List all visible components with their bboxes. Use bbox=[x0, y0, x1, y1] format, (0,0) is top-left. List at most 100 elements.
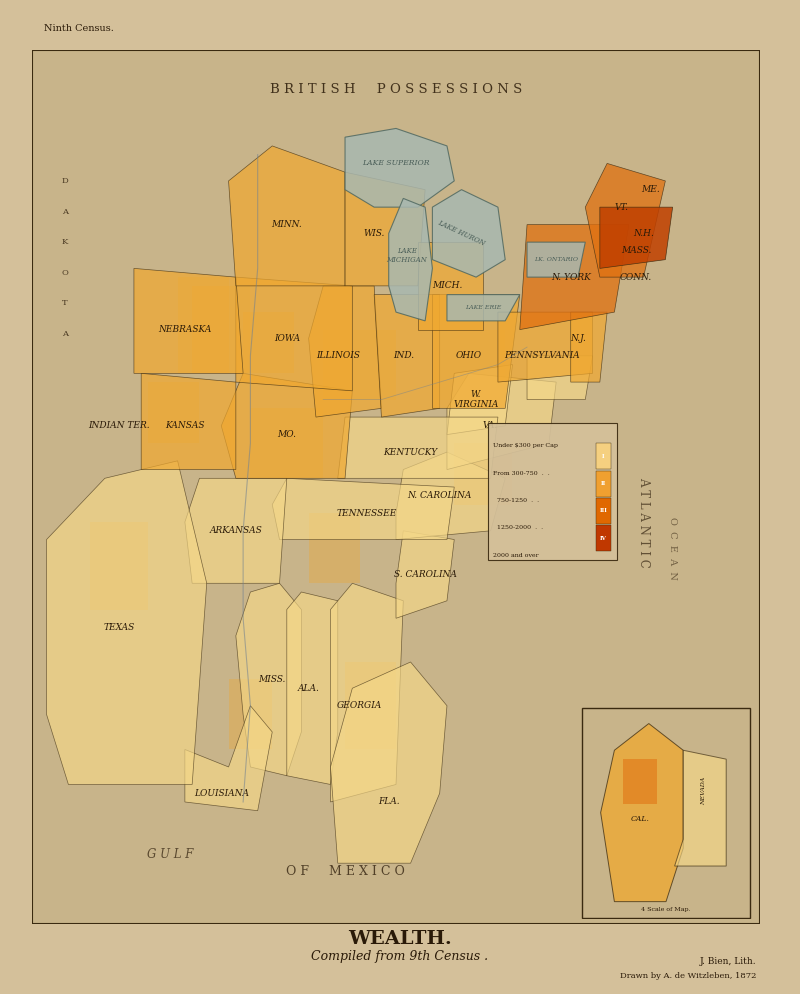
Polygon shape bbox=[527, 356, 593, 400]
Text: WEALTH.: WEALTH. bbox=[348, 930, 452, 948]
Text: N.J.: N.J. bbox=[570, 334, 586, 343]
Polygon shape bbox=[447, 294, 520, 321]
Text: S. CAROLINA: S. CAROLINA bbox=[394, 570, 457, 580]
Text: O  C  E  A  N: O C E A N bbox=[668, 517, 677, 580]
Text: PENNSYLVANIA: PENNSYLVANIA bbox=[504, 351, 579, 361]
Polygon shape bbox=[396, 531, 454, 618]
Text: W.
VIRGINIA: W. VIRGINIA bbox=[454, 390, 498, 410]
Text: N.H.: N.H. bbox=[633, 229, 654, 238]
Text: ARKANSAS: ARKANSAS bbox=[210, 526, 262, 536]
Bar bbox=[596, 470, 610, 497]
Text: TEXAS: TEXAS bbox=[104, 622, 135, 631]
Text: WIS.: WIS. bbox=[363, 229, 385, 238]
Polygon shape bbox=[454, 443, 513, 505]
Polygon shape bbox=[345, 128, 454, 207]
Text: GEORGIA: GEORGIA bbox=[337, 701, 382, 711]
Polygon shape bbox=[570, 312, 607, 382]
Text: III: III bbox=[599, 509, 607, 514]
Polygon shape bbox=[418, 243, 483, 330]
Polygon shape bbox=[623, 759, 658, 804]
Text: MICH.: MICH. bbox=[432, 281, 462, 290]
Text: CONN.: CONN. bbox=[620, 272, 652, 281]
Text: NEVADA: NEVADA bbox=[702, 776, 706, 805]
Polygon shape bbox=[447, 365, 513, 434]
Bar bbox=[489, 423, 617, 560]
Text: TENNESSEE: TENNESSEE bbox=[337, 509, 397, 518]
Text: FLA.: FLA. bbox=[378, 797, 399, 806]
Text: KENTUCKY: KENTUCKY bbox=[383, 447, 438, 456]
Text: Compiled from 9th Census .: Compiled from 9th Census . bbox=[311, 949, 489, 963]
Polygon shape bbox=[323, 330, 396, 400]
Polygon shape bbox=[134, 268, 243, 374]
Text: MISS.: MISS. bbox=[258, 675, 286, 684]
Text: NEBRASKA: NEBRASKA bbox=[158, 325, 211, 334]
Polygon shape bbox=[229, 680, 272, 749]
Text: IOWA: IOWA bbox=[274, 334, 300, 343]
Polygon shape bbox=[447, 374, 556, 469]
Polygon shape bbox=[330, 583, 403, 802]
Text: LAKE HURON: LAKE HURON bbox=[437, 219, 486, 248]
Polygon shape bbox=[272, 478, 454, 540]
Text: J. Bien, Lith.: J. Bien, Lith. bbox=[699, 957, 756, 966]
Text: 4 Scale of Map.: 4 Scale of Map. bbox=[641, 907, 691, 911]
Text: MINN.: MINN. bbox=[271, 220, 302, 230]
Text: 750-1250  .  .: 750-1250 . . bbox=[493, 498, 539, 503]
Polygon shape bbox=[222, 374, 352, 478]
Bar bbox=[596, 498, 610, 524]
Polygon shape bbox=[309, 286, 382, 417]
Polygon shape bbox=[243, 312, 294, 374]
Polygon shape bbox=[90, 522, 149, 609]
Polygon shape bbox=[433, 294, 520, 409]
Text: N. YORK: N. YORK bbox=[550, 272, 590, 281]
Polygon shape bbox=[236, 277, 352, 391]
Text: O F     M E X I C O: O F M E X I C O bbox=[286, 866, 405, 879]
Polygon shape bbox=[149, 382, 199, 443]
Polygon shape bbox=[185, 706, 272, 811]
Polygon shape bbox=[674, 750, 726, 866]
Polygon shape bbox=[389, 199, 433, 321]
Text: IND.: IND. bbox=[393, 351, 414, 361]
Text: LOUISIANA: LOUISIANA bbox=[194, 788, 249, 798]
Text: INDIAN TER.: INDIAN TER. bbox=[89, 421, 150, 430]
Polygon shape bbox=[345, 172, 425, 286]
Polygon shape bbox=[330, 662, 447, 863]
Polygon shape bbox=[527, 243, 586, 277]
Text: A: A bbox=[62, 330, 68, 338]
Text: K: K bbox=[62, 239, 68, 247]
Polygon shape bbox=[374, 294, 440, 417]
Polygon shape bbox=[338, 417, 498, 478]
Text: D: D bbox=[62, 177, 68, 185]
Text: 1250-2000  .  .: 1250-2000 . . bbox=[493, 526, 543, 531]
Text: OHIO: OHIO bbox=[456, 351, 482, 361]
Text: Ninth Census.: Ninth Census. bbox=[44, 24, 114, 33]
Polygon shape bbox=[396, 452, 506, 540]
Polygon shape bbox=[520, 225, 629, 330]
Polygon shape bbox=[141, 374, 236, 469]
Polygon shape bbox=[309, 513, 360, 583]
Text: T: T bbox=[62, 299, 67, 307]
Polygon shape bbox=[250, 409, 323, 478]
Polygon shape bbox=[586, 163, 666, 277]
Text: N. CAROLINA: N. CAROLINA bbox=[407, 491, 472, 500]
Polygon shape bbox=[440, 330, 506, 400]
Polygon shape bbox=[498, 312, 593, 382]
Bar bbox=[596, 443, 610, 469]
Text: ILLINOIS: ILLINOIS bbox=[316, 351, 360, 361]
Text: 2000 and over: 2000 and over bbox=[493, 553, 538, 558]
Polygon shape bbox=[229, 146, 345, 286]
Polygon shape bbox=[433, 190, 506, 277]
Text: I: I bbox=[602, 454, 605, 459]
Text: From 300-750  .  .: From 300-750 . . bbox=[493, 471, 550, 476]
Text: MASS.: MASS. bbox=[621, 247, 651, 255]
Text: KANSAS: KANSAS bbox=[165, 421, 205, 430]
Text: A T L A N T I C: A T L A N T I C bbox=[637, 477, 650, 568]
Text: A: A bbox=[62, 208, 68, 216]
Text: MO.: MO. bbox=[278, 430, 296, 439]
Polygon shape bbox=[601, 724, 683, 902]
Polygon shape bbox=[345, 662, 396, 749]
Text: O: O bbox=[62, 268, 68, 276]
Polygon shape bbox=[46, 461, 206, 784]
Text: LAKE
MICHIGAN: LAKE MICHIGAN bbox=[386, 247, 427, 263]
Text: ALA.: ALA. bbox=[298, 684, 319, 693]
Text: IV: IV bbox=[600, 536, 607, 541]
